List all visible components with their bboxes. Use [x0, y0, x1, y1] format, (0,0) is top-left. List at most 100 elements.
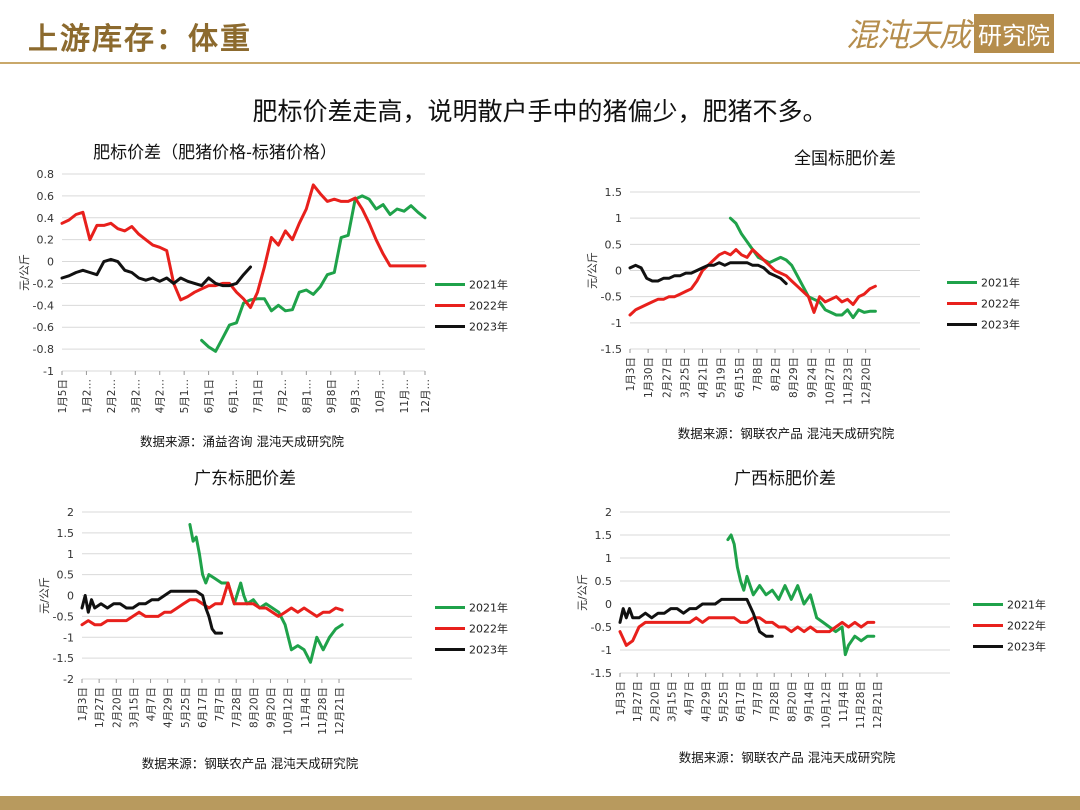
- x-tick-label: 9月3…: [350, 379, 362, 413]
- x-tick-label: 7月7日: [214, 687, 226, 721]
- y-tick-label: 0.6: [37, 190, 55, 203]
- x-tick-label: 4月2…: [155, 379, 167, 413]
- legend-label: 2022年: [1007, 619, 1046, 633]
- x-tick-label: 6月1…: [228, 379, 240, 413]
- y-tick-label: -1.5: [53, 652, 74, 665]
- y-tick-label: -0.4: [33, 299, 54, 312]
- chart-guangdong-spread: 广东标肥价差 2 1.5 1 0.5 0 -0.5 -1 -1.5 -2 元/公斤 1月3日 1月27日…: [38, 469, 508, 771]
- x-tick-label: 3月2…: [130, 379, 142, 413]
- y-tick-label: -1: [63, 631, 74, 644]
- x-tick-label: 1月30日: [643, 357, 655, 398]
- legend-label: 2023年: [1007, 640, 1046, 654]
- y-axis-label: 元/公斤: [38, 577, 51, 614]
- chart-source: 数据来源：钢联农产品 混沌天成研究院: [679, 750, 896, 765]
- logo-box-text: 研究院: [974, 13, 1055, 53]
- y-tick-label: 1: [615, 212, 622, 225]
- chart-national-spread: 全国标肥价差 1.5 1 0.5 0 -0.5 -1 -1.5 元/公斤 1月3日 1月30日 2月2…: [586, 149, 1020, 441]
- x-tick-label: 4月21日: [698, 357, 710, 398]
- y-tick-label: 0: [605, 598, 612, 611]
- x-tick-label: 12月21日: [872, 681, 884, 729]
- y-tick-label: -0.2: [33, 277, 54, 290]
- y-tick-label: -0.5: [601, 291, 622, 304]
- legend-label: 2023年: [981, 318, 1020, 332]
- x-tick-label: 9月8日: [326, 379, 338, 413]
- y-tick-label: 0: [615, 265, 622, 278]
- y-tick-label: -1: [611, 317, 622, 330]
- y-axis-label: 元/公斤: [18, 254, 31, 291]
- x-tick-label: 11月…: [399, 379, 411, 413]
- x-tick-label: 12月20日: [861, 357, 873, 405]
- x-tick-label: 10月27日: [824, 357, 836, 405]
- x-tick-label: 4月29日: [163, 687, 175, 728]
- legend-label: 2022年: [981, 297, 1020, 311]
- x-tick-label: 8月1…: [301, 379, 313, 413]
- x-tick-label: 12月21日: [334, 687, 346, 735]
- y-axis-label: 元/公斤: [586, 252, 599, 289]
- series-line-2022: [618, 616, 876, 647]
- legend-label: 2021年: [1007, 598, 1046, 612]
- chart-title: 全国标肥价差: [794, 149, 896, 169]
- x-tick-label: 3月25日: [679, 357, 691, 398]
- chart-source: 数据来源：涌益咨询 混沌天成研究院: [140, 434, 344, 449]
- chart-title: 广西标肥价差: [734, 469, 836, 489]
- x-tick-label: 7月7日: [752, 681, 764, 715]
- y-tick-label: 2: [67, 506, 74, 519]
- x-tick-label: 3月15日: [666, 681, 678, 722]
- y-tick-label: 0.5: [595, 575, 613, 588]
- y-tick-label: 1.5: [605, 186, 623, 199]
- legend-label: 2022年: [469, 622, 508, 636]
- x-tick-label: 3月15日: [128, 687, 140, 728]
- x-tick-label: 6月17日: [735, 681, 747, 722]
- y-tick-label: -1.5: [591, 667, 612, 680]
- x-tick-label: 5月25日: [718, 681, 730, 722]
- x-tick-label: 5月25日: [180, 687, 192, 728]
- y-tick-label: 1.5: [57, 527, 75, 540]
- x-tick-label: 1月27日: [94, 687, 106, 728]
- x-tick-label: 5月1…: [179, 379, 191, 413]
- y-tick-label: -1.5: [601, 343, 622, 356]
- legend-label: 2021年: [469, 601, 508, 615]
- series-line-2021: [200, 194, 427, 353]
- y-tick-label: 0.4: [37, 212, 55, 225]
- y-tick-label: 0.8: [37, 168, 55, 181]
- y-tick-label: -0.6: [33, 321, 54, 334]
- x-tick-label: 6月15日: [734, 357, 746, 398]
- y-tick-label: -2: [63, 673, 74, 686]
- y-tick-label: 0: [47, 256, 54, 269]
- series-line-2022: [80, 581, 344, 627]
- x-tick-label: 9月24日: [806, 357, 818, 398]
- series-line-2022: [628, 248, 877, 317]
- x-tick-label: 4月7日: [146, 687, 158, 721]
- y-tick-label: 0.5: [605, 238, 623, 251]
- x-tick-label: 7月1日: [252, 379, 264, 413]
- x-tick-label: 8月20日: [248, 687, 260, 728]
- x-tick-label: 2月20日: [111, 687, 123, 728]
- legend-label: 2021年: [981, 276, 1020, 290]
- y-tick-label: 0.2: [37, 234, 55, 247]
- x-tick-label: 8月29日: [788, 357, 800, 398]
- legend-label: 2022年: [469, 299, 508, 313]
- x-tick-label: 2月20日: [649, 681, 661, 722]
- y-tick-label: -1: [43, 365, 54, 378]
- logo-text: 混沌天成: [846, 16, 971, 54]
- y-tick-label: 0: [67, 590, 74, 603]
- series-line-2023: [80, 589, 224, 635]
- footer-bar: [0, 796, 1080, 810]
- page-title: 上游库存：体重: [28, 22, 252, 57]
- series-line-2023: [628, 261, 788, 286]
- x-tick-label: 11月28日: [317, 687, 329, 735]
- x-tick-label: 1月5日: [57, 379, 69, 413]
- x-tick-label: 1月3日: [77, 687, 89, 721]
- series-line-2022: [60, 183, 427, 309]
- chart-source: 数据来源：钢联农产品 混沌天成研究院: [142, 756, 359, 771]
- x-tick-label: 7月28日: [769, 681, 781, 722]
- slide-subtitle: 肥标价差走高，说明散户手中的猪偏少，肥猪不多。: [252, 97, 828, 126]
- y-tick-label: 1: [605, 552, 612, 565]
- y-axis-label: 元/公斤: [576, 574, 589, 611]
- x-tick-label: 2月27日: [661, 357, 673, 398]
- chart-guangxi-spread: 广西标肥价差 2 1.5 1 0.5 0 -0.5 -1 -1.5 元/公斤 1月3日 1月27日 2月…: [576, 469, 1046, 765]
- y-tick-label: -0.5: [53, 610, 74, 623]
- x-tick-label: 1月3日: [615, 681, 627, 715]
- legend-label: 2023年: [469, 320, 508, 334]
- x-tick-label: 11月4日: [838, 681, 850, 722]
